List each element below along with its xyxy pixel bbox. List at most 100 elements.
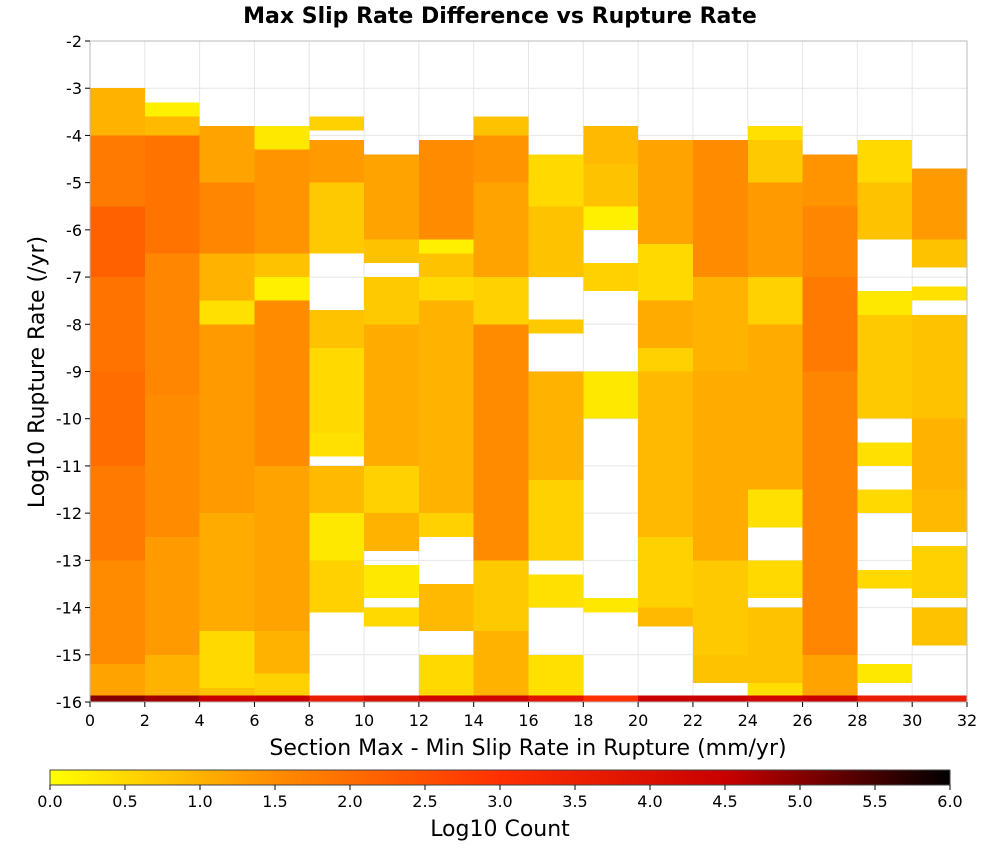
heatmap-cell (802, 154, 858, 207)
heatmap-cell (692, 140, 748, 278)
heatmap-cell (747, 182, 803, 278)
heatmap-cell (857, 314, 913, 419)
heatmap-cell (747, 125, 803, 141)
heatmap-cell (912, 546, 967, 599)
heatmap-cell (254, 125, 310, 150)
heatmap-cell (90, 135, 145, 207)
x-tick-label: 8 (304, 711, 314, 730)
heatmap-cell (638, 607, 693, 627)
heatmap-cell (364, 277, 419, 325)
heatmap-cell (802, 371, 858, 655)
heatmap-cell (309, 116, 365, 131)
heatmap-cell (692, 277, 748, 372)
heatmap-cell (90, 560, 145, 665)
heatmap-cell (528, 206, 584, 278)
y-tick-label: -4 (66, 126, 82, 145)
x-tick-label: 26 (792, 711, 812, 730)
heatmap-cells (90, 88, 967, 702)
heatmap-cell (254, 149, 310, 254)
heatmap-cell (747, 324, 803, 490)
heatmap-cell-bottom (638, 695, 693, 702)
heatmap-cell (857, 182, 913, 240)
heatmap-cell-bottom (747, 695, 803, 702)
x-tick-label: 2 (140, 711, 150, 730)
heatmap-cell (364, 513, 419, 551)
heatmap-cell (254, 300, 310, 466)
heatmap-cell (473, 277, 529, 325)
x-tick-label: 4 (195, 711, 205, 730)
x-tick-label: 28 (847, 711, 867, 730)
heatmap-cell (364, 239, 419, 263)
heatmap-cell (802, 654, 858, 702)
heatmap-cell (912, 314, 967, 419)
x-tick-label: 18 (573, 711, 593, 730)
heatmap-cell (309, 140, 365, 183)
heatmap-cell (144, 536, 200, 655)
heatmap-cell (418, 583, 474, 632)
colorbar (49, 769, 951, 786)
heatmap-cell (857, 291, 913, 315)
heatmap-cell (528, 654, 584, 702)
heatmap-cell (802, 206, 858, 278)
heatmap-cell (528, 154, 584, 207)
heatmap-cell (254, 631, 310, 674)
heatmap-cell (199, 125, 255, 183)
heatmap-cell (857, 664, 913, 684)
colorbar-tick-label: 0.5 (112, 792, 137, 811)
heatmap-cell (473, 182, 529, 278)
x-tick-label: 22 (683, 711, 703, 730)
heatmap-cell (473, 560, 529, 632)
heatmap-cell-bottom (583, 695, 639, 702)
heatmap-cell-bottom (309, 695, 365, 702)
heatmap-cell (747, 560, 803, 599)
heatmap-cell (638, 371, 693, 537)
y-tick-label: -10 (56, 410, 82, 429)
colorbar-tick-label: 1.0 (187, 792, 212, 811)
heatmap-cell (90, 277, 145, 372)
heatmap-cell (857, 569, 913, 589)
heatmap-cell (912, 168, 967, 240)
heatmap-cell (418, 239, 474, 254)
heatmap-cell (473, 324, 529, 561)
heatmap-cell (364, 607, 419, 627)
heatmap-cell (90, 465, 145, 561)
heatmap-cell (144, 102, 200, 117)
colorbar-tick-label: 3.0 (487, 792, 512, 811)
heatmap-cell (144, 116, 200, 136)
heatmap-cell (583, 262, 639, 292)
y-tick-label: -5 (66, 174, 82, 193)
x-tick-label: 16 (518, 711, 538, 730)
heatmap-cell (309, 310, 365, 348)
heatmap-cell (254, 465, 310, 632)
y-tick-label: -13 (56, 551, 82, 570)
heatmap-cell (364, 154, 419, 240)
heatmap-cell (747, 140, 803, 183)
heatmap-cell (638, 536, 693, 608)
heatmap-cell (199, 324, 255, 514)
heatmap-cell-bottom (254, 695, 310, 702)
heatmap-cell (528, 371, 584, 481)
colorbar-tick-label: 3.5 (562, 792, 587, 811)
y-tick-label: -9 (66, 363, 82, 382)
heatmap-cell (199, 300, 255, 325)
heatmap-cell (254, 253, 310, 278)
heatmap-cell (418, 253, 474, 278)
heatmap-cell (309, 432, 365, 457)
heatmap-cell-bottom (90, 695, 145, 702)
heatmap-cell (309, 560, 365, 613)
y-tick-label: -15 (56, 646, 82, 665)
heatmap-cell-bottom (857, 695, 913, 702)
colorbar-ticks: 0.0 0.5 1.0 1.5 2.0 2.5 3.0 3.5 4.0 4.5 5.0 5.5 6.0 (37, 785, 963, 811)
colorbar-tick-label: 0.0 (37, 792, 62, 811)
heatmap-cell (802, 277, 858, 372)
heatmap-cell (912, 489, 967, 533)
y-tick-label: -11 (56, 457, 82, 476)
heatmap-cell-bottom (473, 695, 529, 702)
heatmap-cell (638, 347, 693, 372)
heatmap-cell (692, 371, 748, 561)
heatmap-cell (144, 135, 200, 254)
heatmap-cell (747, 277, 803, 325)
heatmap-cell (638, 300, 693, 348)
x-tick-label: 6 (249, 711, 259, 730)
